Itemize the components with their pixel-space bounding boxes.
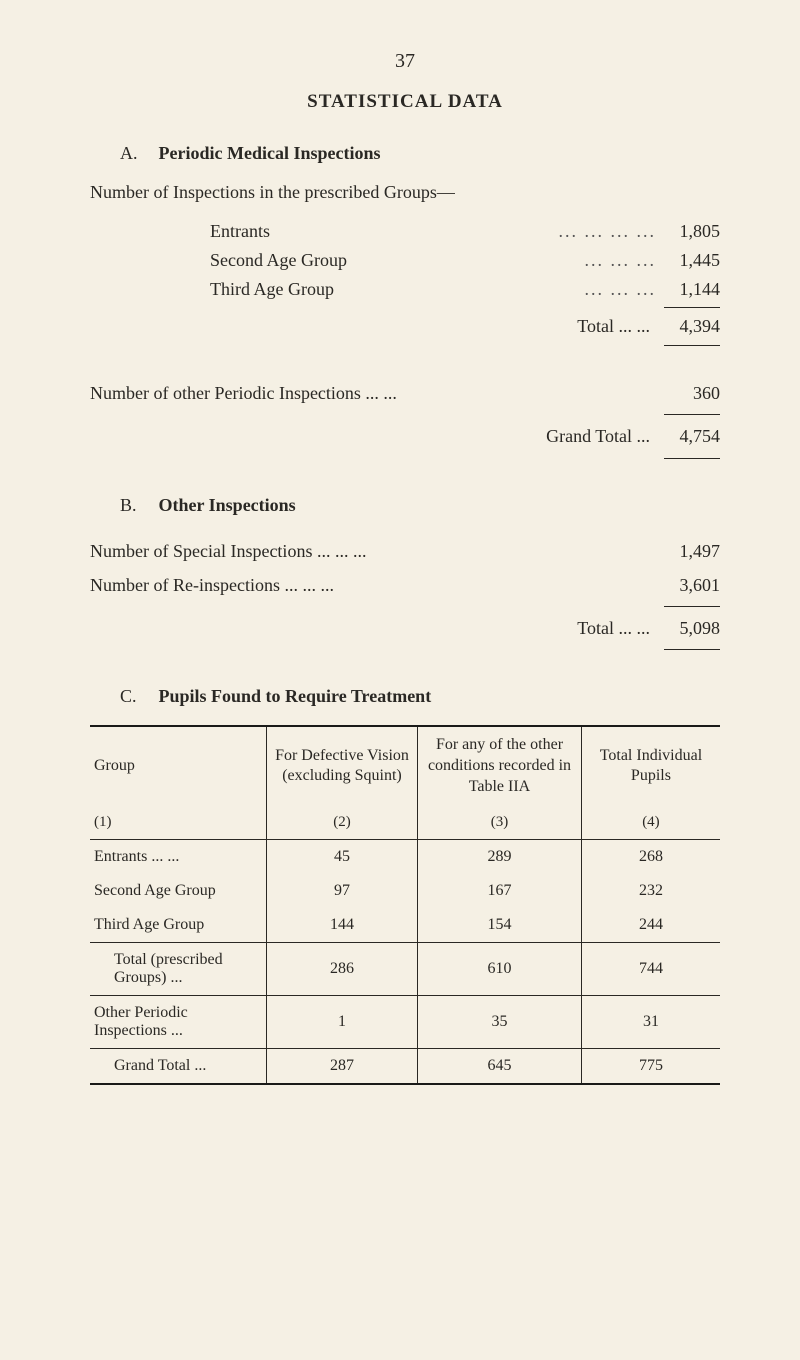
stat-value: 1,144 bbox=[660, 275, 720, 304]
cell-value: 645 bbox=[418, 1048, 582, 1084]
section-a-stats: Entrants ... ... ... ... 1,805 Second Ag… bbox=[210, 217, 720, 346]
cell-value: 244 bbox=[581, 908, 720, 943]
cell-value: 31 bbox=[581, 995, 720, 1048]
stat-label: Second Age Group bbox=[210, 246, 581, 275]
page-number: 37 bbox=[90, 50, 720, 73]
section-c-letter: C. bbox=[120, 686, 154, 707]
rule-line bbox=[664, 649, 720, 650]
other-label: Number of other Periodic Inspections ...… bbox=[90, 376, 397, 410]
section-b-letter: B. bbox=[120, 495, 154, 516]
rule-line bbox=[664, 345, 720, 346]
section-c-heading: C. Pupils Found to Require Treatment bbox=[120, 686, 720, 707]
stat-row: Entrants ... ... ... ... 1,805 bbox=[210, 217, 720, 246]
cell-value: 35 bbox=[418, 995, 582, 1048]
cell-value: 286 bbox=[266, 942, 417, 995]
cell-group: Third Age Group bbox=[90, 908, 266, 943]
rule-line bbox=[664, 458, 720, 459]
cell-value: 289 bbox=[418, 839, 582, 874]
stat-value: 1,805 bbox=[660, 217, 720, 246]
grand-total-row: Grand Total ... 4,754 bbox=[90, 419, 720, 453]
col-header-text: Total Individual Pupils bbox=[588, 746, 714, 788]
col-number: (4) bbox=[581, 806, 720, 840]
section-b-heading: B. Other Inspections bbox=[120, 495, 720, 516]
section-c-label: Pupils Found to Require Treatment bbox=[159, 686, 432, 706]
stat-label: Number of Re-inspections ... ... ... bbox=[90, 568, 334, 602]
cell-value: 1 bbox=[266, 995, 417, 1048]
dots: ... ... ... ... bbox=[559, 217, 657, 246]
section-a-outer: Number of other Periodic Inspections ...… bbox=[90, 376, 720, 458]
cell-value: 287 bbox=[266, 1048, 417, 1084]
section-b-stats: Number of Special Inspections ... ... ..… bbox=[90, 534, 720, 651]
total-value: 4,394 bbox=[660, 312, 720, 341]
stat-row: Third Age Group ... ... ... 1,144 bbox=[210, 275, 720, 304]
col-header-total: Total Individual Pupils bbox=[581, 726, 720, 805]
table-row: Second Age Group 97 167 232 bbox=[90, 874, 720, 908]
section-a-label: Periodic Medical Inspections bbox=[159, 143, 381, 163]
dots: ... ... ... bbox=[585, 246, 657, 275]
cell-value: 268 bbox=[581, 839, 720, 874]
table-subtotal-row: Total (prescribed Groups) ... 286 610 74… bbox=[90, 942, 720, 995]
col-number: (2) bbox=[266, 806, 417, 840]
stat-label: Third Age Group bbox=[210, 275, 581, 304]
stat-value: 1,497 bbox=[660, 534, 720, 568]
section-a-intro: Number of Inspections in the prescribed … bbox=[90, 182, 720, 203]
other-value: 360 bbox=[660, 376, 720, 410]
stat-label: Number of Special Inspections ... ... ..… bbox=[90, 534, 366, 568]
cell-group: Entrants ... ... bbox=[90, 839, 266, 874]
cell-value: 167 bbox=[418, 874, 582, 908]
grand-label: Grand Total ... bbox=[90, 419, 660, 453]
col-header-vision: For Defective Vision (excluding Squint) bbox=[266, 726, 417, 805]
grand-value: 4,754 bbox=[660, 419, 720, 453]
rule-line bbox=[664, 414, 720, 415]
total-label: Total ... ... bbox=[90, 611, 660, 645]
total-label: Total ... ... bbox=[210, 312, 660, 341]
cell-value: 744 bbox=[581, 942, 720, 995]
section-b-label: Other Inspections bbox=[159, 495, 296, 515]
rule-line bbox=[664, 307, 720, 308]
treatment-table: Group For Defective Vision (excluding Sq… bbox=[90, 725, 720, 1084]
cell-value: 97 bbox=[266, 874, 417, 908]
page-title: STATISTICAL DATA bbox=[90, 91, 720, 113]
cell-value: 775 bbox=[581, 1048, 720, 1084]
other-periodic-row: Number of other Periodic Inspections ...… bbox=[90, 376, 720, 410]
col-header-other: For any of the other conditions recorded… bbox=[418, 726, 582, 805]
cell-group: Other Periodic Inspections ... bbox=[90, 995, 266, 1048]
table-row: Third Age Group 144 154 244 bbox=[90, 908, 720, 943]
cell-value: 610 bbox=[418, 942, 582, 995]
stat-value: 3,601 bbox=[660, 568, 720, 602]
stat-row: Number of Special Inspections ... ... ..… bbox=[90, 534, 720, 568]
col-header-text: For any of the other conditions recorded… bbox=[424, 735, 575, 797]
cell-group: Second Age Group bbox=[90, 874, 266, 908]
col-number: (1) bbox=[90, 806, 266, 840]
col-number: (3) bbox=[418, 806, 582, 840]
rule-line bbox=[664, 606, 720, 607]
section-a-letter: A. bbox=[120, 143, 154, 164]
dots: ... ... ... bbox=[585, 275, 657, 304]
stat-value: 1,445 bbox=[660, 246, 720, 275]
cell-value: 144 bbox=[266, 908, 417, 943]
document-page: 37 STATISTICAL DATA A. Periodic Medical … bbox=[0, 0, 800, 1125]
col-header-group: Group bbox=[90, 726, 266, 805]
table-row: Entrants ... ... 45 289 268 bbox=[90, 839, 720, 874]
stat-row: Number of Re-inspections ... ... ... 3,6… bbox=[90, 568, 720, 602]
cell-group: Grand Total ... bbox=[90, 1048, 266, 1084]
total-value: 5,098 bbox=[660, 611, 720, 645]
cell-value: 154 bbox=[418, 908, 582, 943]
col-header-text: Group bbox=[94, 756, 260, 777]
cell-value: 45 bbox=[266, 839, 417, 874]
table-grand-total-row: Grand Total ... 287 645 775 bbox=[90, 1048, 720, 1084]
cell-group: Total (prescribed Groups) ... bbox=[90, 942, 266, 995]
col-header-text: For Defective Vision (excluding Squint) bbox=[273, 746, 411, 788]
stat-row: Second Age Group ... ... ... 1,445 bbox=[210, 246, 720, 275]
table-row: Other Periodic Inspections ... 1 35 31 bbox=[90, 995, 720, 1048]
section-a-heading: A. Periodic Medical Inspections bbox=[120, 143, 720, 164]
cell-value: 232 bbox=[581, 874, 720, 908]
stat-total-row: Total ... ... 4,394 bbox=[210, 312, 720, 341]
stat-total-row: Total ... ... 5,098 bbox=[90, 611, 720, 645]
stat-label: Entrants bbox=[210, 217, 555, 246]
